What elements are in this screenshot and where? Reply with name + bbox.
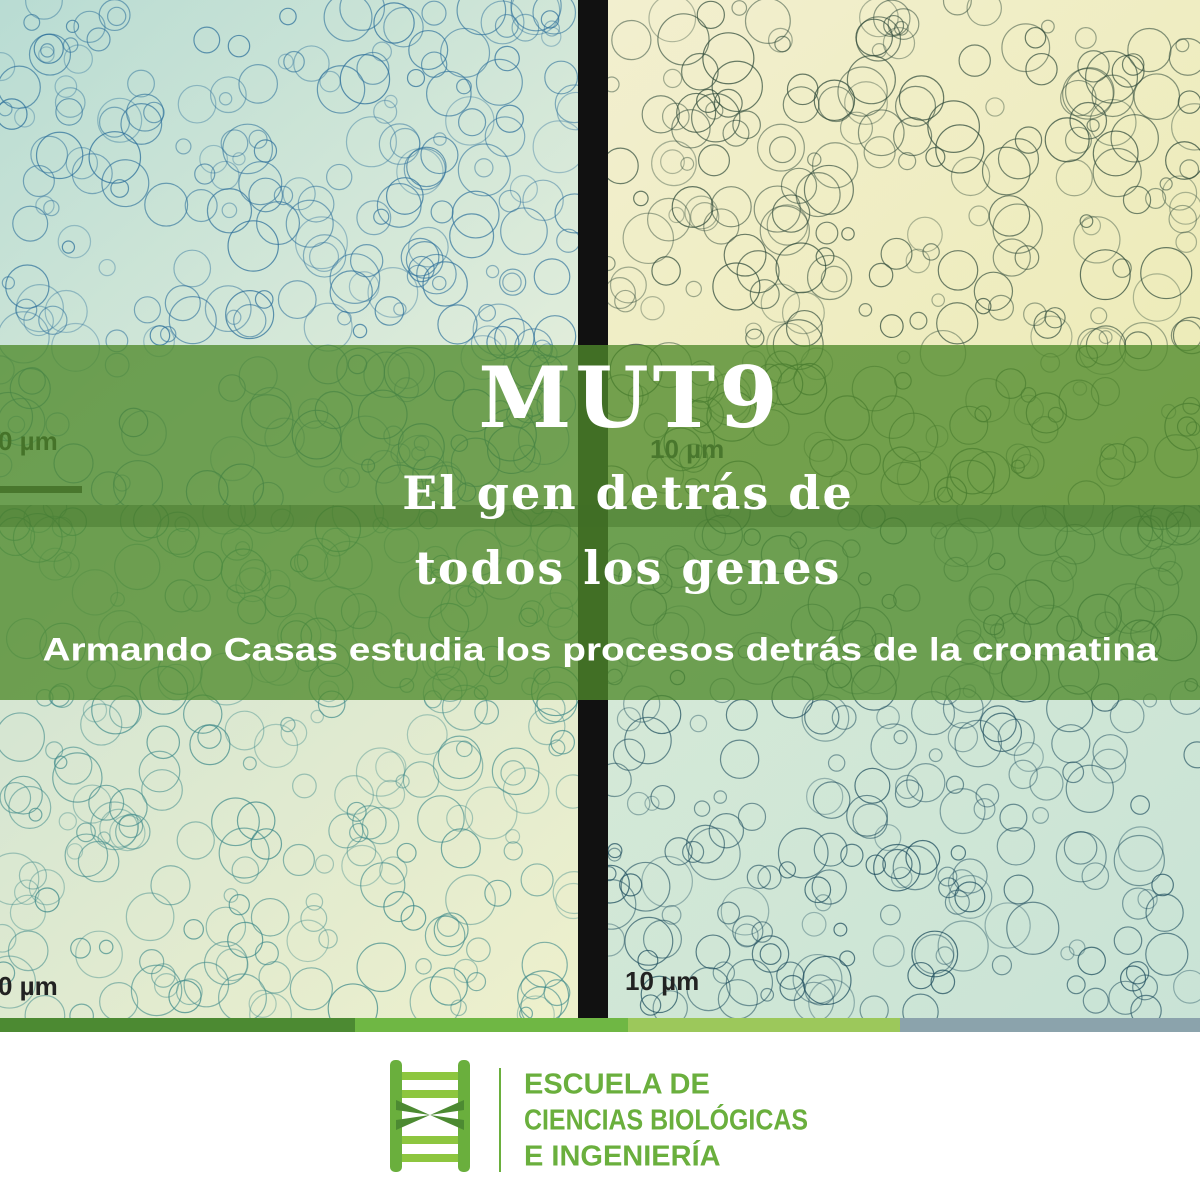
stripe (355, 1018, 628, 1032)
banner (0, 345, 1200, 700)
logo-icon (390, 1060, 470, 1172)
subtitle: El gen detrás de (402, 466, 854, 520)
stripe (628, 1018, 900, 1032)
scale-label: 0 µm (0, 971, 58, 1001)
subtitle: todos los genes (415, 541, 842, 595)
logo-text: CIENCIAS BIOLÓGICAS (524, 1103, 808, 1137)
title: MUT9 (478, 348, 781, 447)
stripe (0, 1018, 355, 1032)
logo-divider (499, 1068, 501, 1172)
banner-line (0, 505, 1200, 527)
logo-text: E INGENIERÍA (524, 1139, 721, 1173)
caption: Armando Casas estudia los procesos detrá… (43, 631, 1158, 667)
scale-label: 10 µm (625, 966, 699, 996)
logo-text: ESCUELA DE (524, 1069, 710, 1101)
stripe (900, 1018, 1200, 1032)
